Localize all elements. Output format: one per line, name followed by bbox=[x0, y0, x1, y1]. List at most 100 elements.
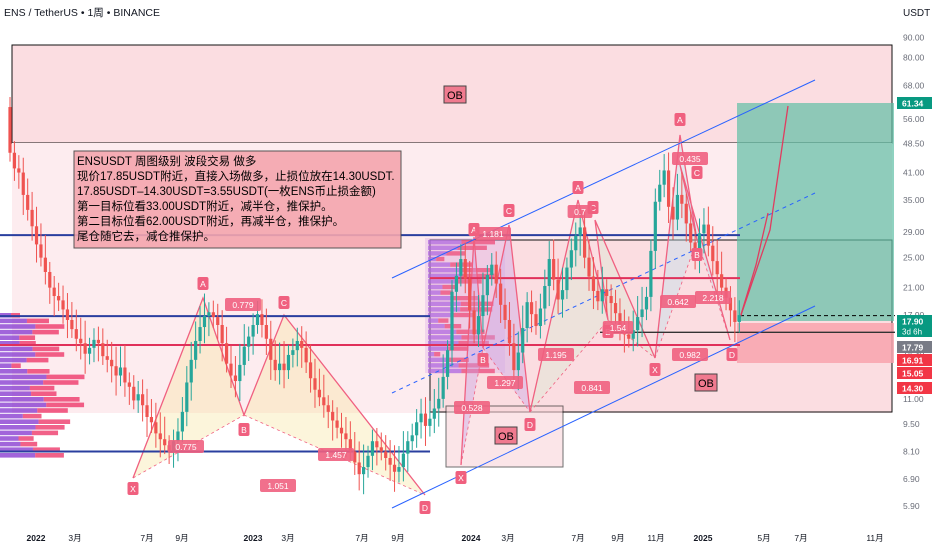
time-tick-label: 9月 bbox=[611, 533, 624, 543]
ratio-label: 0.779 bbox=[232, 300, 254, 310]
candle-body bbox=[733, 310, 737, 322]
candle-body bbox=[87, 347, 92, 354]
pattern-2-bd bbox=[482, 347, 531, 413]
time-tick-label: 3月 bbox=[281, 533, 294, 543]
price-tag-bg bbox=[897, 341, 932, 353]
candle-body bbox=[437, 398, 441, 409]
pattern-point-label: D bbox=[527, 420, 533, 430]
pattern-point-bg bbox=[503, 204, 515, 217]
candle-body bbox=[233, 375, 238, 382]
candle-body bbox=[569, 250, 573, 268]
candle-body bbox=[17, 168, 21, 173]
pattern-2-xb bbox=[460, 347, 484, 466]
candle-body bbox=[264, 324, 268, 339]
candle-body bbox=[52, 287, 56, 297]
profile-bar-left-b bbox=[38, 419, 71, 424]
candle-body bbox=[339, 427, 344, 434]
channel-upper-line[interactable] bbox=[391, 79, 816, 279]
candle-body bbox=[176, 431, 180, 442]
pattern-point-bg bbox=[674, 113, 686, 126]
trade-plan-note[interactable]: ENSUSDT 周图级别 波段交易 做多 现价17.85USDT附近，直接入场做… bbox=[73, 150, 402, 249]
candle-body bbox=[357, 462, 361, 475]
candle-body bbox=[123, 367, 127, 383]
candle-body bbox=[70, 319, 74, 330]
candle-body bbox=[26, 194, 30, 210]
pattern-point-label: C bbox=[506, 206, 512, 216]
ratio-label: 2.218 bbox=[702, 293, 724, 303]
profile-bar-left-a bbox=[0, 374, 47, 380]
ratio-label-bg bbox=[602, 321, 634, 334]
profile-bar-left-a bbox=[0, 341, 20, 346]
candle-body bbox=[468, 278, 472, 311]
candle-body bbox=[141, 394, 145, 406]
candle-body bbox=[653, 201, 657, 251]
candle-body bbox=[39, 244, 43, 258]
profile-bar-left-b bbox=[32, 447, 60, 452]
candle-body bbox=[627, 334, 631, 339]
price-axis[interactable]: 90.00 80.00 68.00 56.00 48.50 41.00 35.00 29.00… bbox=[895, 0, 932, 550]
profile-bar-left-a bbox=[0, 369, 28, 374]
candle-body bbox=[392, 464, 397, 472]
candle-body bbox=[538, 308, 542, 327]
target-profit-box[interactable] bbox=[737, 103, 894, 321]
pattern-point-label: C bbox=[590, 203, 596, 213]
projection-path-2 bbox=[739, 105, 789, 319]
candle-body bbox=[247, 336, 251, 347]
pattern-point-bg bbox=[649, 363, 661, 376]
candle-body bbox=[401, 453, 405, 468]
stop-loss-box[interactable] bbox=[737, 323, 894, 363]
ratio-label-bg bbox=[225, 298, 261, 311]
profile-bar-left-a bbox=[0, 391, 32, 396]
profile-bar-right-a bbox=[428, 279, 455, 284]
candle-body bbox=[300, 340, 304, 348]
price-tag-label: 17.79 bbox=[902, 343, 924, 353]
profile-bar-left-b bbox=[37, 408, 68, 413]
candle-body bbox=[216, 317, 220, 325]
ratio-label: 1.195 bbox=[545, 350, 567, 360]
candle-body bbox=[671, 206, 675, 220]
candle-body bbox=[512, 343, 516, 371]
profile-bar-right-a bbox=[428, 290, 441, 295]
time-tick-label: 7月 bbox=[140, 533, 153, 543]
profile-bar-right-a bbox=[428, 268, 460, 273]
pattern-point-label: C bbox=[281, 298, 287, 308]
candle-body bbox=[454, 275, 459, 292]
candle-body bbox=[220, 324, 224, 344]
profile-bar-right-a bbox=[428, 352, 435, 357]
candle-body bbox=[728, 297, 733, 311]
candle-body bbox=[675, 194, 680, 220]
candle-body bbox=[322, 397, 326, 406]
ratio-label-bg bbox=[695, 291, 731, 304]
pattern-point-label: D bbox=[422, 503, 428, 513]
candle-body bbox=[587, 257, 591, 277]
profile-bar-right-a bbox=[428, 368, 462, 374]
candle-body bbox=[344, 433, 348, 440]
profile-bar-left-a bbox=[0, 413, 23, 419]
time-tick-label: 7月 bbox=[794, 533, 807, 543]
ratio-label: 1.297 bbox=[494, 378, 516, 388]
candle-body bbox=[163, 439, 167, 446]
candle-body bbox=[534, 314, 538, 327]
ratio-label: 1.54 bbox=[610, 323, 627, 333]
trade-plan-box bbox=[73, 150, 402, 249]
candle-body bbox=[251, 324, 255, 337]
candle-body bbox=[12, 152, 17, 169]
ratio-label: 0.841 bbox=[581, 383, 603, 393]
candle-body bbox=[423, 413, 428, 426]
candle-body bbox=[34, 226, 39, 245]
time-axis[interactable]: 2022 3月 7月 9月 2023 3月 7月 9月 2024 3月 7月 9月 11月 2025 5月 7… bbox=[0, 525, 932, 550]
pattern-point-label: X bbox=[652, 365, 658, 375]
profile-bar-left-a bbox=[0, 397, 44, 402]
profile-bar-right-b bbox=[446, 251, 465, 256]
time-tick-label: 11月 bbox=[647, 533, 664, 543]
profile-bar-left-a bbox=[0, 363, 12, 368]
profile-bar-left-b bbox=[32, 329, 59, 335]
ratio-label-bg bbox=[475, 227, 511, 240]
price-tag-label: 14.30 bbox=[902, 384, 924, 394]
ratio-label-bg bbox=[567, 205, 593, 218]
profile-bar-left-b bbox=[26, 318, 49, 324]
profile-bar-right-a bbox=[428, 251, 447, 256]
candle-body bbox=[255, 314, 260, 325]
candle-body bbox=[295, 340, 299, 351]
